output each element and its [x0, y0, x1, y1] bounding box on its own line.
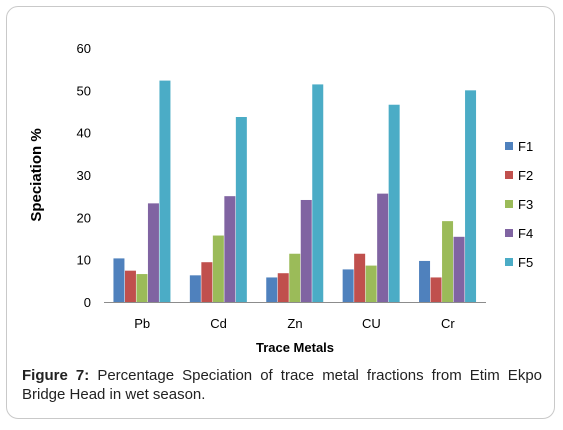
y-tick-label: 20 — [77, 210, 91, 225]
legend-swatch-f1 — [505, 142, 513, 150]
bar-f3-cr — [442, 221, 454, 302]
bar-f5-cr — [465, 90, 477, 302]
x-axis-label: Trace Metals — [256, 340, 334, 355]
bar-f1-zn — [266, 277, 278, 302]
bar-f1-cu — [342, 269, 354, 302]
bar-f1-cr — [419, 260, 431, 302]
bar-f2-cd — [201, 262, 213, 302]
legend: F1 F2 F3 F4 F5 — [505, 139, 533, 270]
y-tick-label: 40 — [77, 126, 91, 141]
bar-f3-cd — [212, 235, 224, 302]
bar-f5-zn — [312, 84, 324, 302]
bar-f1-cd — [189, 275, 201, 302]
y-tick-label: 60 — [77, 41, 91, 56]
bar-f4-cd — [224, 196, 236, 302]
bar-f2-cu — [354, 253, 366, 302]
x-tick-label: Zn — [287, 316, 302, 331]
bars — [113, 80, 477, 303]
y-axis-label: Speciation % — [28, 128, 45, 221]
x-tick-label: Cr — [441, 316, 455, 331]
bar-f3-cu — [365, 265, 377, 302]
bar-f4-pb — [147, 203, 159, 302]
x-tick-label: Pb — [134, 316, 150, 331]
legend-label-f5: F5 — [518, 255, 533, 270]
legend-swatch-f5 — [505, 258, 513, 266]
legend-swatch-f2 — [505, 171, 513, 179]
y-tick-label: 30 — [77, 168, 91, 183]
bar-f1-pb — [113, 258, 125, 302]
bar-f5-cu — [388, 104, 400, 302]
bar-f3-zn — [289, 253, 301, 302]
y-tick-label: 50 — [77, 83, 91, 98]
bar-f5-pb — [159, 80, 171, 302]
bar-f4-zn — [300, 199, 312, 302]
bar-chart: 0 10 20 30 40 50 60 Pb Cd Zn CU Cr Speciation % Tr… — [28, 41, 533, 355]
legend-swatch-f4 — [505, 229, 513, 237]
x-axis-ticks: Pb Cd Zn CU Cr — [134, 316, 455, 331]
x-tick-label: CU — [362, 316, 381, 331]
y-tick-label: 10 — [77, 253, 91, 268]
legend-swatch-f3 — [505, 200, 513, 208]
bar-f2-cr — [430, 277, 442, 302]
figure-frame — [6, 6, 555, 419]
bar-f4-cr — [453, 236, 465, 302]
y-axis-ticks: 0 10 20 30 40 50 60 — [77, 41, 91, 310]
bar-f2-zn — [277, 273, 289, 302]
bar-f3-pb — [136, 274, 148, 302]
y-tick-label: 0 — [84, 295, 91, 310]
caption-label: Figure 7: — [22, 367, 90, 384]
legend-label-f2: F2 — [518, 168, 533, 183]
legend-label-f3: F3 — [518, 197, 533, 212]
x-tick-label: Cd — [210, 316, 227, 331]
legend-label-f1: F1 — [518, 139, 533, 154]
figure-caption: Figure 7: Percentage Speciation of trace… — [22, 366, 542, 404]
legend-label-f4: F4 — [518, 226, 533, 241]
bar-f2-pb — [124, 270, 136, 302]
caption-text: Percentage Speciation of trace metal fra… — [22, 367, 543, 403]
bar-f5-cd — [235, 117, 247, 303]
bar-f4-cu — [377, 193, 389, 302]
